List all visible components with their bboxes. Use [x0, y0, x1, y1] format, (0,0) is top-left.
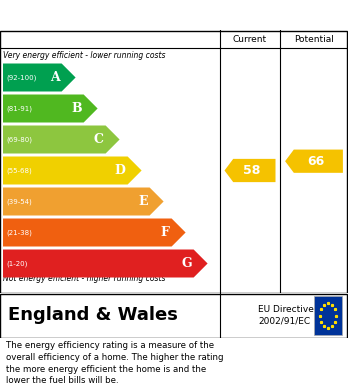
Text: (92-100): (92-100) [6, 74, 37, 81]
Polygon shape [3, 249, 208, 278]
Text: E: E [138, 195, 148, 208]
Text: Current: Current [233, 34, 267, 43]
Text: 58: 58 [243, 164, 261, 177]
Bar [314, 296, 342, 335]
Text: B: B [71, 102, 82, 115]
Text: (1-20): (1-20) [6, 260, 27, 267]
Text: England & Wales: England & Wales [8, 307, 178, 325]
Polygon shape [224, 159, 276, 182]
Text: F: F [161, 226, 170, 239]
Polygon shape [3, 188, 164, 215]
Polygon shape [3, 156, 142, 185]
Text: C: C [94, 133, 104, 146]
Text: (81-91): (81-91) [6, 105, 32, 112]
Text: Potential: Potential [294, 34, 334, 43]
Text: The energy efficiency rating is a measure of the
overall efficiency of a home. T: The energy efficiency rating is a measur… [6, 341, 223, 386]
Polygon shape [3, 63, 76, 91]
Polygon shape [3, 95, 97, 122]
Polygon shape [3, 219, 185, 246]
Text: A: A [50, 71, 60, 84]
Text: Very energy efficient - lower running costs: Very energy efficient - lower running co… [3, 51, 166, 60]
Text: D: D [115, 164, 126, 177]
Text: (39-54): (39-54) [6, 198, 32, 205]
Text: (69-80): (69-80) [6, 136, 32, 143]
Polygon shape [285, 150, 343, 173]
Text: 66: 66 [307, 155, 325, 168]
Text: Energy Efficiency Rating: Energy Efficiency Rating [9, 7, 219, 23]
Text: G: G [181, 257, 192, 270]
Text: Not energy efficient - higher running costs: Not energy efficient - higher running co… [3, 274, 166, 283]
Text: (21-38): (21-38) [6, 229, 32, 236]
Text: (55-68): (55-68) [6, 167, 32, 174]
Polygon shape [3, 126, 120, 154]
Text: EU Directive
2002/91/EC: EU Directive 2002/91/EC [259, 305, 314, 326]
